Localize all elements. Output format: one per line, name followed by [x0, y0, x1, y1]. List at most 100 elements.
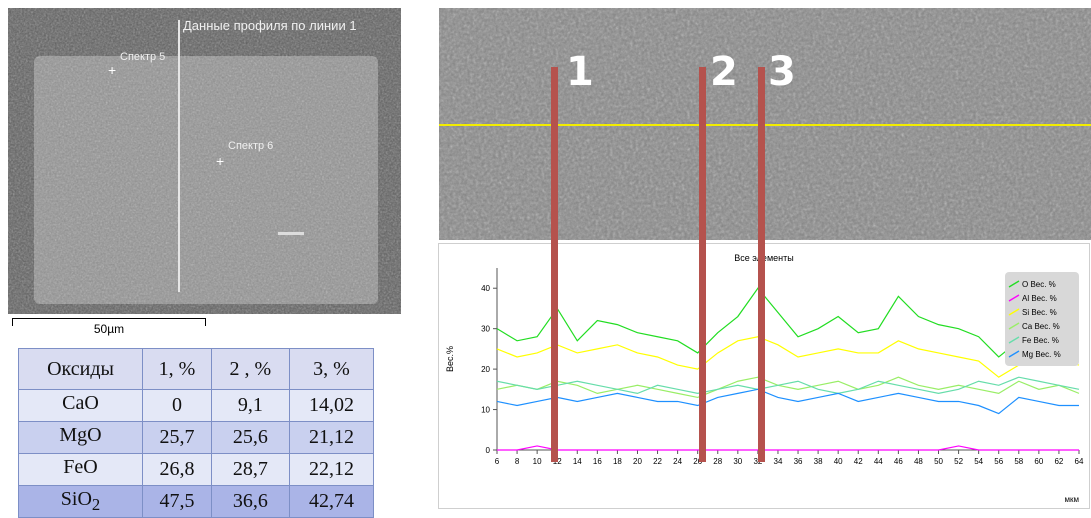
x-tick-label: 10: [533, 457, 542, 466]
x-tick-label: 26: [693, 457, 702, 466]
x-tick-label: 8: [515, 457, 520, 466]
y-tick-label: 40: [481, 284, 490, 293]
legend-swatch: [1008, 322, 1020, 330]
chart-axes: 6810121416182022242628303234363840424446…: [481, 268, 1084, 466]
marker-line-1: [551, 67, 558, 462]
x-tick-label: 38: [814, 457, 823, 466]
table-row: FeO 26,8 28,7 22,12: [17, 453, 375, 486]
x-tick-label: 54: [974, 457, 983, 466]
series-line-o: [496, 287, 1080, 358]
x-tick-label: 62: [1054, 457, 1063, 466]
oxide-value: 0: [142, 389, 212, 422]
marker-number-2: 2: [710, 49, 738, 95]
oxide-name: MgO: [17, 421, 144, 454]
oxide-value: 25,6: [210, 421, 290, 454]
chart-legend: O Вес. % Al Вес. % Si Вес. % Ca Вес. % Fe Ве…: [1005, 272, 1079, 366]
sem-texture-left: [8, 8, 401, 314]
oxide-value: 47,5: [142, 485, 212, 518]
oxide-value: 25,7: [142, 421, 212, 454]
header-oxides: Оксиды: [17, 348, 144, 390]
x-tick-label: 42: [854, 457, 863, 466]
oxide-value: 26,8: [142, 453, 212, 486]
x-tick-label: 50: [934, 457, 943, 466]
x-tick-label: 34: [774, 457, 783, 466]
table-row: MgO 25,7 25,6 21,12: [17, 421, 375, 454]
oxide-name: FeO: [17, 453, 144, 486]
oxide-value: 14,02: [288, 389, 375, 422]
marker-line-3: [758, 67, 765, 462]
marker-number-3: 3: [768, 49, 796, 95]
legend-label: Ca Вес. %: [1022, 322, 1060, 331]
sem-image-right: [439, 8, 1091, 240]
scale-bar: [12, 318, 206, 326]
chart-xunit: мкм: [1065, 495, 1080, 504]
legend-label: Al Вес. %: [1022, 294, 1057, 303]
series-line-ca: [496, 376, 1080, 399]
legend-swatch: [1008, 280, 1020, 288]
profile-line-label: Данные профиля по линии 1: [183, 18, 357, 33]
x-tick-label: 14: [573, 457, 582, 466]
series-line-al: [497, 445, 1079, 451]
legend-box: [1005, 272, 1079, 366]
x-tick-label: 20: [633, 457, 642, 466]
x-tick-label: 46: [894, 457, 903, 466]
spectrum-5-marker: +: [108, 62, 117, 78]
oxide-name: CaO: [17, 389, 144, 422]
y-tick-label: 10: [481, 406, 490, 415]
oxide-name: SiO2: [17, 485, 144, 518]
legend-swatch: [1008, 308, 1020, 316]
x-tick-label: 30: [733, 457, 742, 466]
header-point-1: 1, %: [142, 348, 212, 390]
legend-label: Fe Вес. %: [1022, 336, 1059, 345]
series-line-si: [496, 336, 1080, 378]
legend-label: Mg Вес. %: [1022, 350, 1061, 359]
x-tick-label: 24: [673, 457, 682, 466]
x-tick-label: 22: [653, 457, 662, 466]
oxide-value: 36,6: [210, 485, 290, 518]
x-tick-label: 16: [593, 457, 602, 466]
x-tick-label: 40: [834, 457, 843, 466]
oxide-value: 9,1: [210, 389, 290, 422]
x-tick-label: 36: [794, 457, 803, 466]
chart-series: [496, 287, 1080, 451]
legend-swatch: [1008, 294, 1020, 302]
profile-line: [178, 20, 180, 292]
scale-label: 50µm: [93, 322, 125, 336]
x-tick-label: 60: [1034, 457, 1043, 466]
oxide-table-header: Оксиды 1, % 2 , % 3, %: [17, 348, 375, 390]
marker-line-2: [699, 67, 706, 462]
series-line-fe: [496, 376, 1080, 395]
sem-image-left: Данные профиля по линии 1 + Спектр 5 + С…: [8, 8, 401, 314]
spectrum-6-marker: +: [216, 153, 225, 169]
x-tick-label: 28: [713, 457, 722, 466]
oxide-value: 42,74: [288, 485, 375, 518]
legend-label: O Вес. %: [1022, 280, 1056, 289]
legend-swatch: [1008, 336, 1020, 344]
spectrum-5-label: Спектр 5: [120, 51, 166, 63]
x-tick-label: 52: [954, 457, 963, 466]
x-tick-label: 18: [613, 457, 622, 466]
x-tick-label: 64: [1075, 457, 1084, 466]
x-tick-label: 48: [914, 457, 923, 466]
y-tick-label: 20: [481, 365, 490, 374]
table-row: SiO2 47,5 36,6 42,74: [17, 485, 375, 518]
x-tick-label: 56: [994, 457, 1003, 466]
x-tick-label: 44: [874, 457, 883, 466]
oxide-table: Оксиды 1, % 2 , % 3, % CaO 0 9,1 14,02 M…: [17, 348, 375, 518]
x-tick-label: 6: [495, 457, 500, 466]
x-tick-label: 58: [1014, 457, 1023, 466]
y-tick-label: 0: [486, 446, 491, 455]
header-point-2: 2 , %: [210, 348, 290, 390]
header-point-3: 3, %: [288, 348, 375, 390]
series-line-mg: [496, 388, 1079, 415]
oxide-value: 22,12: [288, 453, 375, 486]
chart-ylabel: Вес.%: [445, 346, 455, 372]
marker-number-1: 1: [566, 49, 594, 95]
legend-label: Si Вес. %: [1022, 308, 1057, 317]
oxide-value: 21,12: [288, 421, 375, 454]
y-tick-label: 30: [481, 325, 490, 334]
scan-line: [439, 124, 1091, 126]
oxide-value: 28,7: [210, 453, 290, 486]
table-row: CaO 0 9,1 14,02: [17, 389, 375, 422]
legend-swatch: [1008, 350, 1020, 358]
